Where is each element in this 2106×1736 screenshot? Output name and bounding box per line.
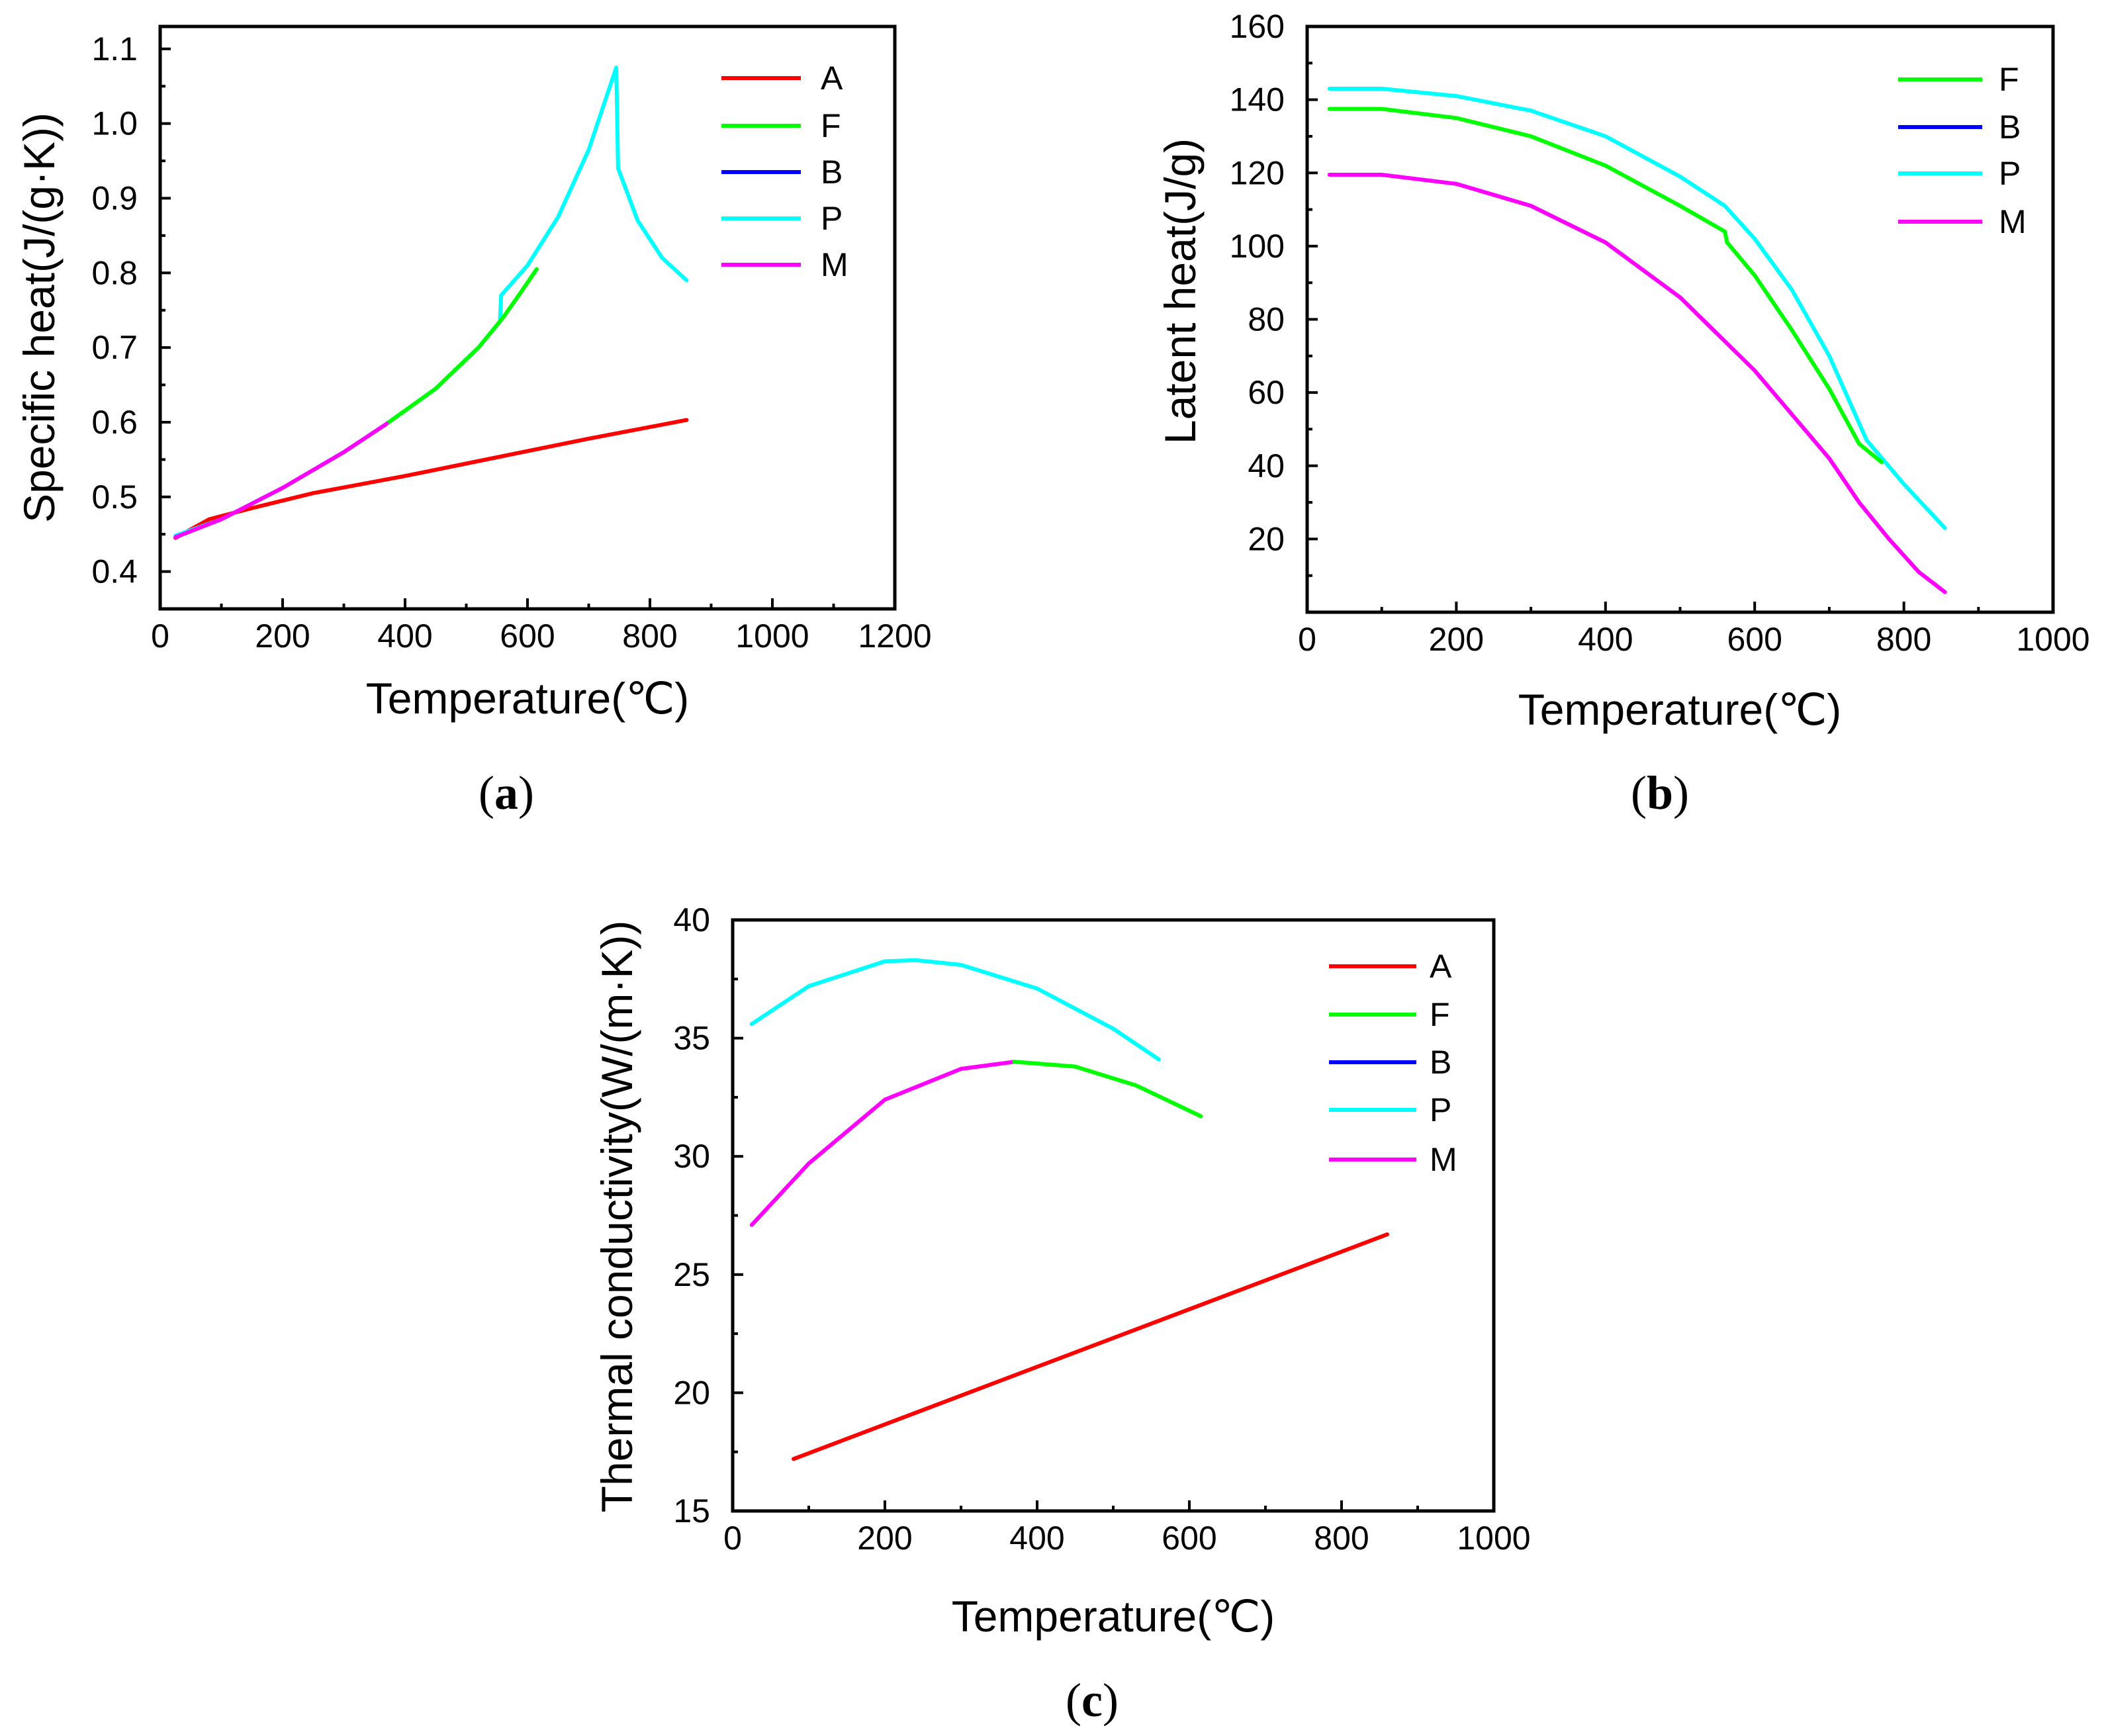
chart-c-xtick-label: 1000 [1457,1520,1530,1557]
chart-c-xtick-label: 600 [1162,1520,1216,1557]
legend-c-P-label: P [1430,1091,1451,1128]
legend-b-M-label: M [1999,203,2027,240]
chart-b-xtick-label: 200 [1429,621,1484,658]
chart-a-xlabel: Temperature(℃) [366,674,690,723]
chart-a-series-P [173,66,689,538]
legend-b-B-label: B [1999,109,2021,146]
chart-c-ytick-label: 35 [673,1020,710,1057]
legend-c-B-label: B [1430,1044,1451,1081]
legend-a-A-label: A [821,60,843,97]
chart-c-series-A [792,1232,1389,1461]
chart-c-xlabel: Temperature(℃) [952,1592,1275,1641]
chart-a-ytick-label: 1.0 [91,105,138,142]
chart-c-frame [731,918,1496,1513]
chart-c-ytick-label: 30 [673,1138,710,1175]
chart-b-ticks: 0 200 400 600 800 1000 20 40 60 80 100 120 140 160 [1230,8,2090,658]
chart-a-xtick-label: 1000 [735,617,809,655]
chart-a-frame [158,24,897,611]
chart-b-xlabel: Temperature(℃) [1518,685,1842,734]
chart-b-series-F [1327,107,1884,465]
chart-b-legend: F B P M [1898,61,2027,240]
chart-b-series [1327,87,1947,594]
chart-a-xtick-label: 600 [500,617,555,655]
legend-b-F-label: F [1999,61,2019,98]
chart-a-xtick-label: 0 [151,617,169,655]
chart-b-ytick-label: 20 [1248,520,1285,557]
chart-b-ytick-label: 100 [1230,228,1285,265]
chart-a-series [173,66,689,540]
chart-c-ytick-label: 40 [673,901,710,938]
chart-b-ytick-label: 60 [1248,374,1285,411]
chart-a-xtick-label: 200 [255,617,310,655]
chart-a-series-A [173,418,689,540]
chart-b-xtick-label: 800 [1876,621,1931,658]
chart-a-xtick-label: 800 [622,617,677,655]
chart-b-xtick-label: 0 [1298,621,1316,658]
legend-c-A-label: A [1430,948,1452,985]
chart-c-xtick-label: 0 [723,1520,742,1557]
chart-c-series-F [1012,1060,1203,1119]
chart-a-ytick-label: 1.1 [91,30,138,68]
chart-b-series-M [1327,173,1947,594]
chart-a-xtick-label: 400 [377,617,432,655]
chart-a-ytick-label: 0.7 [91,329,138,366]
legend-a-M-label: M [821,246,848,283]
chart-a-ytick-label: 0.4 [91,553,138,590]
chart-b-ylabel: Latent heat(J/g) [1156,138,1205,444]
chart-a-ytick-label: 0.9 [91,179,138,216]
chart-b: 0 200 400 600 800 1000 20 40 60 80 100 120 140 160 F … [1156,8,2090,819]
legend-c-F-label: F [1430,996,1450,1033]
chart-a-panel-label: (a) [479,766,534,819]
chart-c-legend: A F B P M [1329,948,1457,1178]
chart-c-ytick-label: 20 [673,1374,710,1411]
chart-b-ytick-label: 160 [1230,8,1285,45]
chart-a: 0 200 400 600 800 1000 1200 0.4 0.5 0.6 0.7 0.8 0.9 1… [15,24,932,819]
legend-a-F-label: F [821,107,841,144]
legend-c-M-label: M [1430,1141,1457,1178]
chart-c-xtick-label: 800 [1314,1520,1369,1557]
chart-a-xtick-label: 1200 [858,617,931,655]
chart-c-ylabel: Thermal conductivity(W/(m·K)) [592,921,641,1513]
chart-a-legend: A F B P M [721,60,848,283]
legend-a-B-label: B [821,154,843,191]
chart-a-ytick-label: 0.5 [91,479,138,516]
chart-b-ytick-label: 140 [1230,81,1285,118]
chart-c-panel-label: (c) [1066,1674,1119,1727]
chart-b-xtick-label: 1000 [2016,621,2089,658]
legend-a-P-label: P [821,200,843,237]
chart-b-xtick-label: 600 [1727,621,1782,658]
chart-a-series-F [385,267,539,426]
legend-b-P-label: P [1999,155,2021,192]
chart-c-series-M [749,1060,1017,1227]
chart-c-xtick-label: 200 [857,1520,912,1557]
chart-c-ytick-label: 15 [673,1492,710,1530]
chart-c-ytick-label: 25 [673,1256,710,1293]
chart-a-series-M [173,422,389,539]
chart-a-ticks: 0 200 400 600 800 1000 1200 0.4 0.5 0.6 0.7 0.8 0.9 1… [91,30,931,655]
chart-b-series-P [1327,87,1947,530]
chart-a-ytick-label: 0.6 [91,404,138,441]
chart-c-ticks: 0 200 400 600 800 1000 15 20 25 30 35 40 [673,901,1530,1557]
chart-a-ylabel: Specific heat(J/(g·K)) [15,113,64,523]
chart-b-ytick-label: 120 [1230,154,1285,191]
chart-c-series-P [749,958,1161,1062]
chart-b-ytick-label: 80 [1248,301,1285,338]
chart-b-panel-label: (b) [1631,766,1689,819]
chart-c-xtick-label: 400 [1009,1520,1064,1557]
chart-c-series [749,958,1389,1461]
chart-b-xtick-label: 400 [1578,621,1633,658]
chart-a-ytick-label: 0.8 [91,254,138,291]
chart-b-ytick-label: 40 [1248,447,1285,484]
